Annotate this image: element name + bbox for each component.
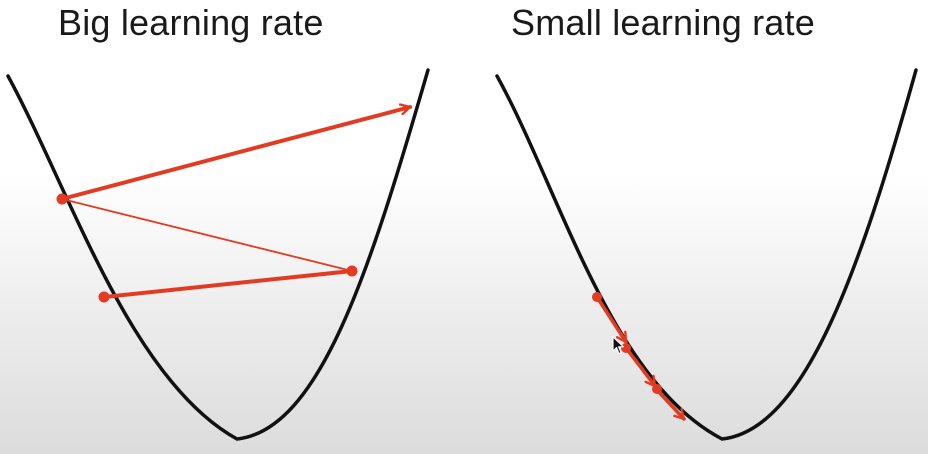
step-point-2 [346, 265, 358, 277]
mouse-pointer-icon [612, 336, 625, 355]
step-arrow-3 [60, 107, 412, 201]
small-step-arrow-1 [595, 295, 628, 344]
small-step-point-3 [652, 384, 662, 394]
small-step-arrow-3 [655, 388, 686, 421]
small-step-arrow-2 [624, 346, 657, 388]
loss-curve-left [6, 68, 430, 441]
step-point-start [98, 291, 110, 303]
step-arrow-1 [102, 269, 354, 299]
big-learning-rate-title: Big learning rate [58, 2, 324, 43]
step-point-3 [56, 193, 68, 205]
step-arrow-2 [61, 198, 353, 272]
loss-curve-right [495, 68, 918, 441]
big-learning-rate-panel [6, 68, 430, 441]
small-learning-rate-title: Small learning rate [511, 2, 815, 43]
small-step-point-1 [592, 292, 602, 302]
small-step-point-2 [621, 343, 631, 353]
small-learning-rate-panel [495, 68, 918, 441]
